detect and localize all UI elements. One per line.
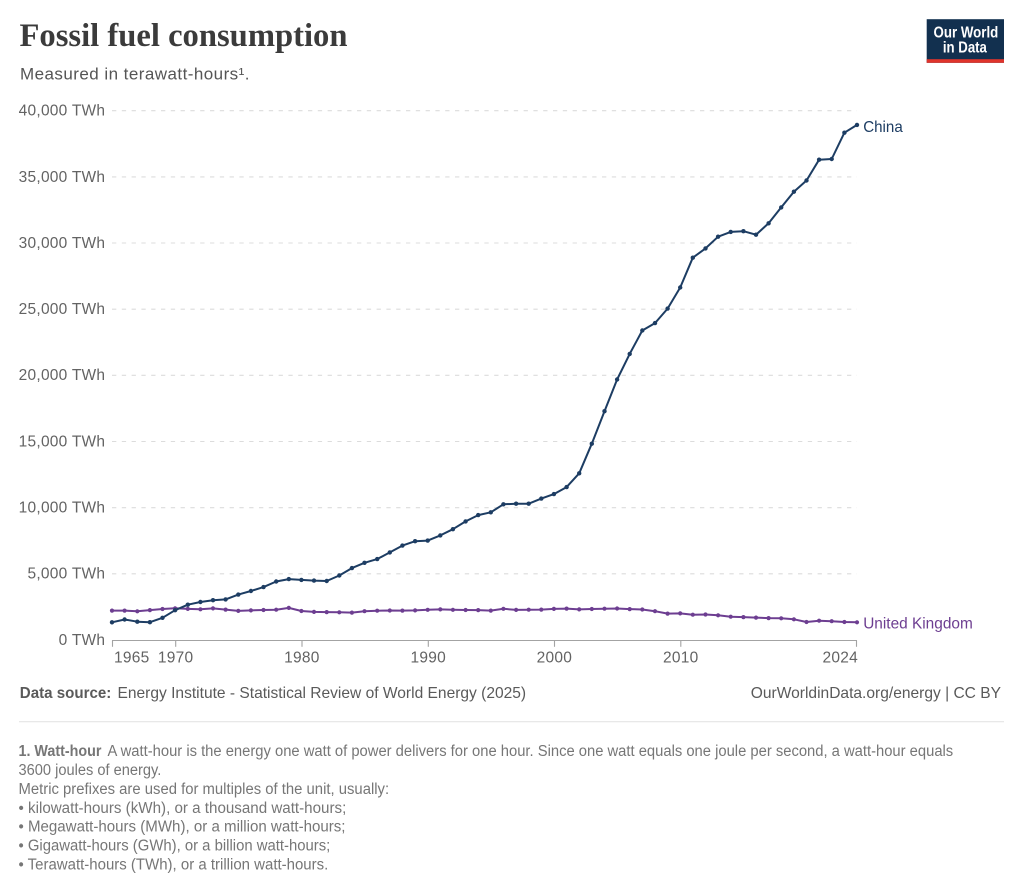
svg-text:10,000 TWh: 10,000 TWh — [19, 500, 106, 517]
svg-text:• Megawatt-hours (MWh), or a m: • Megawatt-hours (MWh), or a million wat… — [19, 819, 346, 836]
svg-text:20,000 TWh: 20,000 TWh — [19, 367, 106, 384]
svg-text:3600 joules of energy.: 3600 joules of energy. — [19, 762, 162, 779]
svg-text:Data source:: Data source: — [20, 685, 112, 702]
svg-text:• Gigawatt-hours (GWh), or a b: • Gigawatt-hours (GWh), or a billion wat… — [19, 838, 331, 855]
svg-text:United Kingdom: United Kingdom — [863, 616, 973, 633]
svg-text:Metric prefixes are used for m: Metric prefixes are used for multiples o… — [19, 781, 390, 798]
svg-text:• kilowatt-hours (kWh), or a t: • kilowatt-hours (kWh), or a thousand wa… — [19, 800, 347, 817]
svg-text:A watt-hour is the energy one: A watt-hour is the energy one watt of po… — [108, 743, 954, 760]
svg-text:1. Watt-hour: 1. Watt-hour — [19, 743, 102, 760]
svg-text:Our World: Our World — [934, 24, 999, 41]
svg-text:15,000 TWh: 15,000 TWh — [19, 433, 106, 450]
svg-text:• Terawatt-hours (TWh), or a t: • Terawatt-hours (TWh), or a trillion wa… — [19, 856, 329, 873]
svg-text:Energy Institute - Statistical: Energy Institute - Statistical Review of… — [118, 685, 527, 702]
svg-text:5,000 TWh: 5,000 TWh — [28, 566, 106, 583]
svg-text:OurWorldinData.org/energy | CC: OurWorldinData.org/energy | CC BY — [751, 685, 1002, 702]
svg-text:1990: 1990 — [410, 650, 446, 667]
svg-text:1965: 1965 — [114, 650, 149, 667]
svg-text:2010: 2010 — [663, 650, 699, 667]
svg-text:40,000 TWh: 40,000 TWh — [19, 103, 106, 120]
svg-text:0 TWh: 0 TWh — [59, 632, 106, 649]
svg-text:Measured in terawatt-hours¹.: Measured in terawatt-hours¹. — [20, 64, 250, 83]
svg-text:35,000 TWh: 35,000 TWh — [19, 169, 106, 186]
svg-text:2024: 2024 — [823, 650, 859, 667]
svg-text:30,000 TWh: 30,000 TWh — [19, 235, 106, 252]
svg-text:in Data: in Data — [943, 40, 987, 57]
svg-text:China: China — [863, 119, 903, 136]
svg-text:25,000 TWh: 25,000 TWh — [19, 301, 106, 318]
svg-text:Fossil fuel consumption: Fossil fuel consumption — [20, 18, 348, 54]
svg-text:1980: 1980 — [284, 650, 320, 667]
svg-text:2000: 2000 — [537, 650, 573, 667]
svg-text:1970: 1970 — [158, 650, 194, 667]
